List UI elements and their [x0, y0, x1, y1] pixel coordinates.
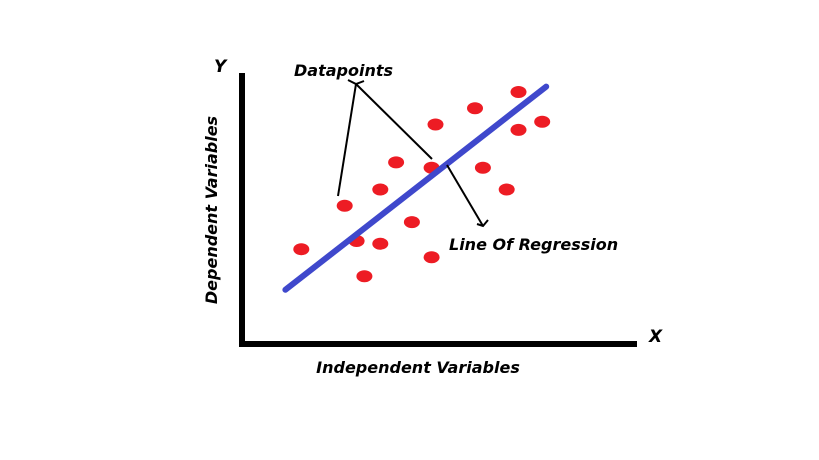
- datapoint: [372, 237, 389, 250]
- datapoints-label: Datapoints: [294, 61, 393, 80]
- datapoint: [534, 115, 551, 128]
- datapoint: [372, 183, 389, 196]
- datapoint: [423, 251, 440, 264]
- datapoint: [336, 199, 353, 212]
- datapoints-arrows: [337, 79, 433, 197]
- x-axis-title: Independent Variables: [316, 358, 520, 377]
- regression-arrow: [446, 164, 489, 228]
- datapoint: [388, 156, 405, 169]
- datapoint: [498, 183, 515, 196]
- datapoint: [356, 270, 373, 283]
- regression-line: [282, 83, 550, 293]
- datapoint: [510, 86, 527, 98]
- datapoints-group: [293, 86, 551, 283]
- regression-arrow-line: [446, 164, 484, 227]
- datapoint: [293, 243, 310, 256]
- datapoint: [510, 123, 527, 136]
- y-axis-title: Dependent Variables: [202, 116, 221, 304]
- regression-line-label: Line Of Regression: [449, 235, 618, 254]
- datapoints-arrow-left: [337, 83, 357, 197]
- datapoint: [403, 216, 420, 229]
- datapoints-arrow-right: [355, 83, 433, 160]
- y-axis-letter: Y: [214, 57, 228, 77]
- datapoint: [467, 102, 483, 115]
- x-axis-letter: X: [648, 327, 663, 347]
- regression-arrow-head: [476, 219, 489, 228]
- datapoint: [474, 161, 491, 174]
- datapoints-arrow-head: [347, 79, 365, 86]
- datapoint: [427, 118, 444, 131]
